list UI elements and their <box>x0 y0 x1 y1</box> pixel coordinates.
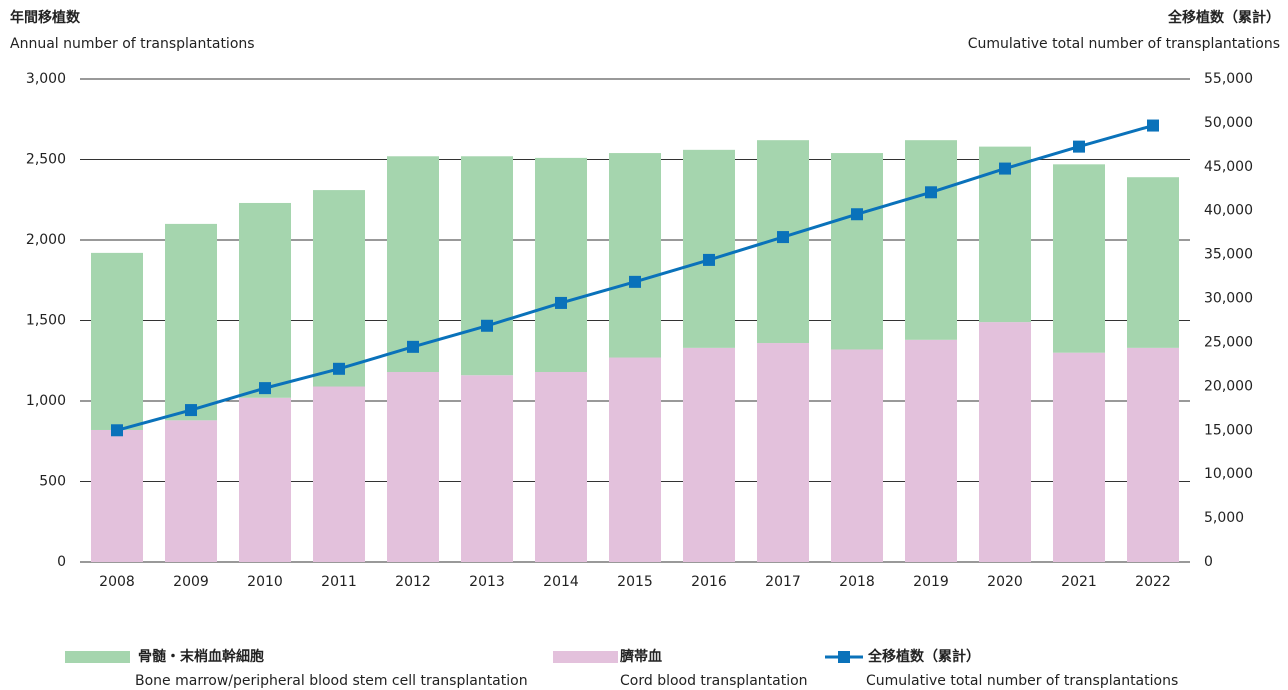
y2-axis-title-en: Cumulative total number of transplantati… <box>968 36 1280 52</box>
x-tick-label: 2018 <box>839 574 875 590</box>
legend-label: 全移植数（累計） <box>867 648 980 665</box>
bar-segment <box>683 149 735 348</box>
x-tick-label: 2021 <box>1061 574 1097 590</box>
bar-segment <box>979 322 1031 562</box>
bar-segment <box>609 357 661 562</box>
legend-label-en: Cord blood transplantation <box>620 673 808 689</box>
bar-segment <box>1127 177 1179 348</box>
x-tick-label: 2009 <box>173 574 209 590</box>
y2-tick-label: 50,000 <box>1204 115 1253 131</box>
line-marker <box>629 275 641 288</box>
y-tick-label: 3,000 <box>26 71 66 87</box>
line-marker <box>185 404 197 417</box>
bar-segment <box>1127 347 1179 562</box>
x-tick-label: 2017 <box>765 574 801 590</box>
line-marker <box>999 162 1011 175</box>
bar-segment <box>313 190 365 387</box>
legend-label: 臍帯血 <box>620 648 662 665</box>
x-tick-label: 2020 <box>987 574 1023 590</box>
x-tick-label: 2013 <box>469 574 505 590</box>
legend-label: 骨髄・末梢血幹細胞 <box>138 648 264 665</box>
bar-segment <box>313 386 365 562</box>
line-marker <box>851 208 863 221</box>
y2-tick-label: 25,000 <box>1204 334 1253 350</box>
y-tick-label: 1,000 <box>26 393 66 409</box>
bar-segment <box>831 349 883 562</box>
y-tick-label: 2,000 <box>26 232 66 248</box>
y-tick-label: 0 <box>57 554 66 570</box>
legend-swatch <box>65 651 130 663</box>
bar-segment <box>757 343 809 562</box>
bar-segment <box>461 375 513 562</box>
line-marker <box>1147 119 1159 132</box>
y-tick-label: 500 <box>39 474 66 490</box>
bar-segment <box>609 153 661 358</box>
x-tick-label: 2011 <box>321 574 357 590</box>
y2-tick-label: 15,000 <box>1204 422 1253 438</box>
y2-tick-label: 30,000 <box>1204 291 1253 307</box>
line-marker <box>703 253 715 266</box>
y-tick-label: 1,500 <box>26 313 66 329</box>
y2-tick-label: 10,000 <box>1204 466 1253 482</box>
y2-tick-label: 5,000 <box>1204 510 1244 526</box>
line-marker <box>259 382 271 395</box>
bar-segment <box>535 372 587 562</box>
bar-segment <box>683 347 735 562</box>
line-marker <box>407 340 419 353</box>
bar-segment <box>1053 164 1105 353</box>
x-tick-label: 2012 <box>395 574 431 590</box>
x-tick-label: 2016 <box>691 574 727 590</box>
y2-tick-label: 55,000 <box>1204 71 1253 87</box>
y2-axis-title: 全移植数（累計） <box>1167 9 1280 26</box>
x-tick-label: 2019 <box>913 574 949 590</box>
bar-segment <box>387 156 439 373</box>
line-marker <box>481 319 493 332</box>
bar-segment <box>91 429 143 562</box>
legend-label-en: Bone marrow/peripheral blood stem cell t… <box>135 673 528 689</box>
y2-tick-label: 20,000 <box>1204 378 1253 394</box>
bar-segment <box>165 420 217 562</box>
bar-segment <box>387 372 439 562</box>
y2-tick-label: 40,000 <box>1204 203 1253 219</box>
legend-swatch <box>553 651 618 663</box>
bar-segment <box>831 153 883 350</box>
bar-segment <box>905 140 957 340</box>
y-axis-title: 年間移植数 <box>10 9 81 26</box>
bar-segment <box>535 157 587 373</box>
bar-segment <box>239 202 291 398</box>
x-tick-label: 2010 <box>247 574 283 590</box>
bar-segment <box>1053 352 1105 562</box>
bar-segment <box>165 223 217 421</box>
x-tick-label: 2015 <box>617 574 653 590</box>
y2-tick-label: 35,000 <box>1204 247 1253 263</box>
line-marker <box>555 296 567 309</box>
line-marker <box>925 186 937 199</box>
y-tick-label: 2,500 <box>26 152 66 168</box>
y2-tick-label: 45,000 <box>1204 159 1253 175</box>
bar-segment <box>905 339 957 562</box>
bar-segment <box>239 397 291 562</box>
x-tick-label: 2008 <box>99 574 135 590</box>
y2-tick-label: 0 <box>1204 554 1213 570</box>
bar-segment <box>91 252 143 430</box>
y-axis-title-en: Annual number of transplantations <box>10 36 255 52</box>
line-marker <box>111 424 123 437</box>
legend-label-en: Cumulative total number of transplantati… <box>866 673 1178 689</box>
bar-segment <box>979 146 1031 323</box>
x-tick-label: 2022 <box>1135 574 1171 590</box>
line-marker <box>777 231 789 244</box>
x-tick-label: 2014 <box>543 574 579 590</box>
bar-segment <box>461 156 513 376</box>
line-marker <box>333 362 345 375</box>
line-marker <box>1073 140 1085 153</box>
legend-marker <box>838 651 850 663</box>
